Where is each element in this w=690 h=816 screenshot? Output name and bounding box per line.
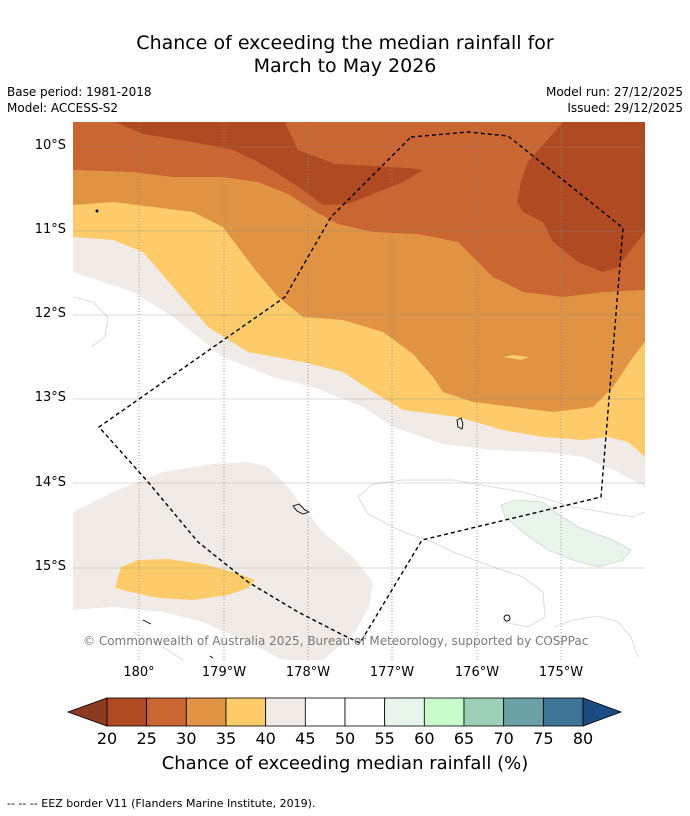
islands (95, 209, 529, 659)
map-title-line2: March to May 2026 (253, 55, 437, 77)
colorbar-cell (503, 697, 544, 727)
lon-label-179w: 179°W (201, 665, 247, 680)
colorbar-cell (542, 697, 584, 727)
colorbar-tick-label: 80 (572, 729, 594, 748)
model-name: Model: ACCESS-S2 (7, 101, 119, 115)
colorbar-tick-label: 25 (136, 729, 157, 748)
base-period: Base period: 1981-2018 (7, 85, 152, 99)
colorbar-cell (185, 697, 227, 727)
lat-label-10s: 10°S (34, 138, 66, 153)
colorbar-low-extend (66, 697, 108, 727)
colorbar-tick-label: 65 (453, 729, 475, 748)
lon-label-178w: 178°W (285, 665, 331, 680)
eez-legend-note: -- -- -- EEZ border V11 (Flanders Marine… (7, 797, 316, 810)
colorbar-cell (225, 697, 267, 727)
colorbar-tick-label: 50 (334, 729, 356, 748)
colorbar-cell (304, 697, 346, 727)
lon-label-176w: 176°W (454, 665, 500, 680)
model-run: Model run: 27/12/2025 (545, 85, 683, 99)
map-title-line1: Chance of exceeding the median rainfall … (136, 32, 554, 54)
contour-lines (73, 296, 645, 660)
lat-label-15s: 15°S (34, 559, 66, 574)
colorbar-cell (146, 697, 187, 727)
lat-label-11s: 11°S (34, 222, 66, 237)
region-20-25-east (517, 122, 645, 272)
colorbar-tick-label: 35 (215, 729, 237, 748)
graticule (73, 122, 645, 660)
region-35-40-southwest (115, 559, 255, 600)
colorbar-tick-label: 40 (255, 729, 276, 748)
rainfall-map: © Commonwealth of Australia 2025, Bureau… (73, 122, 645, 660)
colorbar-cell (463, 697, 505, 727)
colorbar-tick-label: 60 (414, 729, 435, 748)
lon-label-175w: 175°W (538, 665, 584, 680)
lon-label-177w: 177°W (369, 665, 415, 680)
colorbar (66, 697, 623, 727)
copyright-notice: © Commonwealth of Australia 2025, Bureau… (83, 634, 588, 648)
colorbar-cell (384, 697, 425, 727)
eez-border (97, 131, 624, 644)
colorbar-title: Chance of exceeding median rainfall (%) (161, 753, 529, 774)
colorbar-tick-label: 20 (96, 729, 118, 748)
colorbar-high-extend (582, 697, 623, 727)
lat-label-12s: 12°S (34, 306, 66, 321)
colorbar-tick-label: 75 (533, 729, 554, 748)
lon-label-180: 180° (123, 665, 155, 680)
colorbar-cell (423, 697, 465, 727)
colorbar-tick-label: 45 (295, 729, 316, 748)
region-20-25-north (115, 122, 423, 205)
lat-label-14s: 14°S (34, 475, 66, 490)
colorbar-cell (106, 697, 148, 727)
colorbar-tick-label: 55 (374, 729, 395, 748)
region-25-30 (73, 122, 645, 297)
lat-label-13s: 13°S (34, 390, 66, 405)
issued-date: Issued: 29/12/2025 (567, 101, 683, 115)
colorbar-tick-label: 30 (176, 729, 197, 748)
colorbar-cell (265, 697, 306, 727)
region-55-60 (500, 499, 632, 568)
colorbar-tick-label: 70 (493, 729, 514, 748)
colorbar-cell (344, 697, 386, 727)
